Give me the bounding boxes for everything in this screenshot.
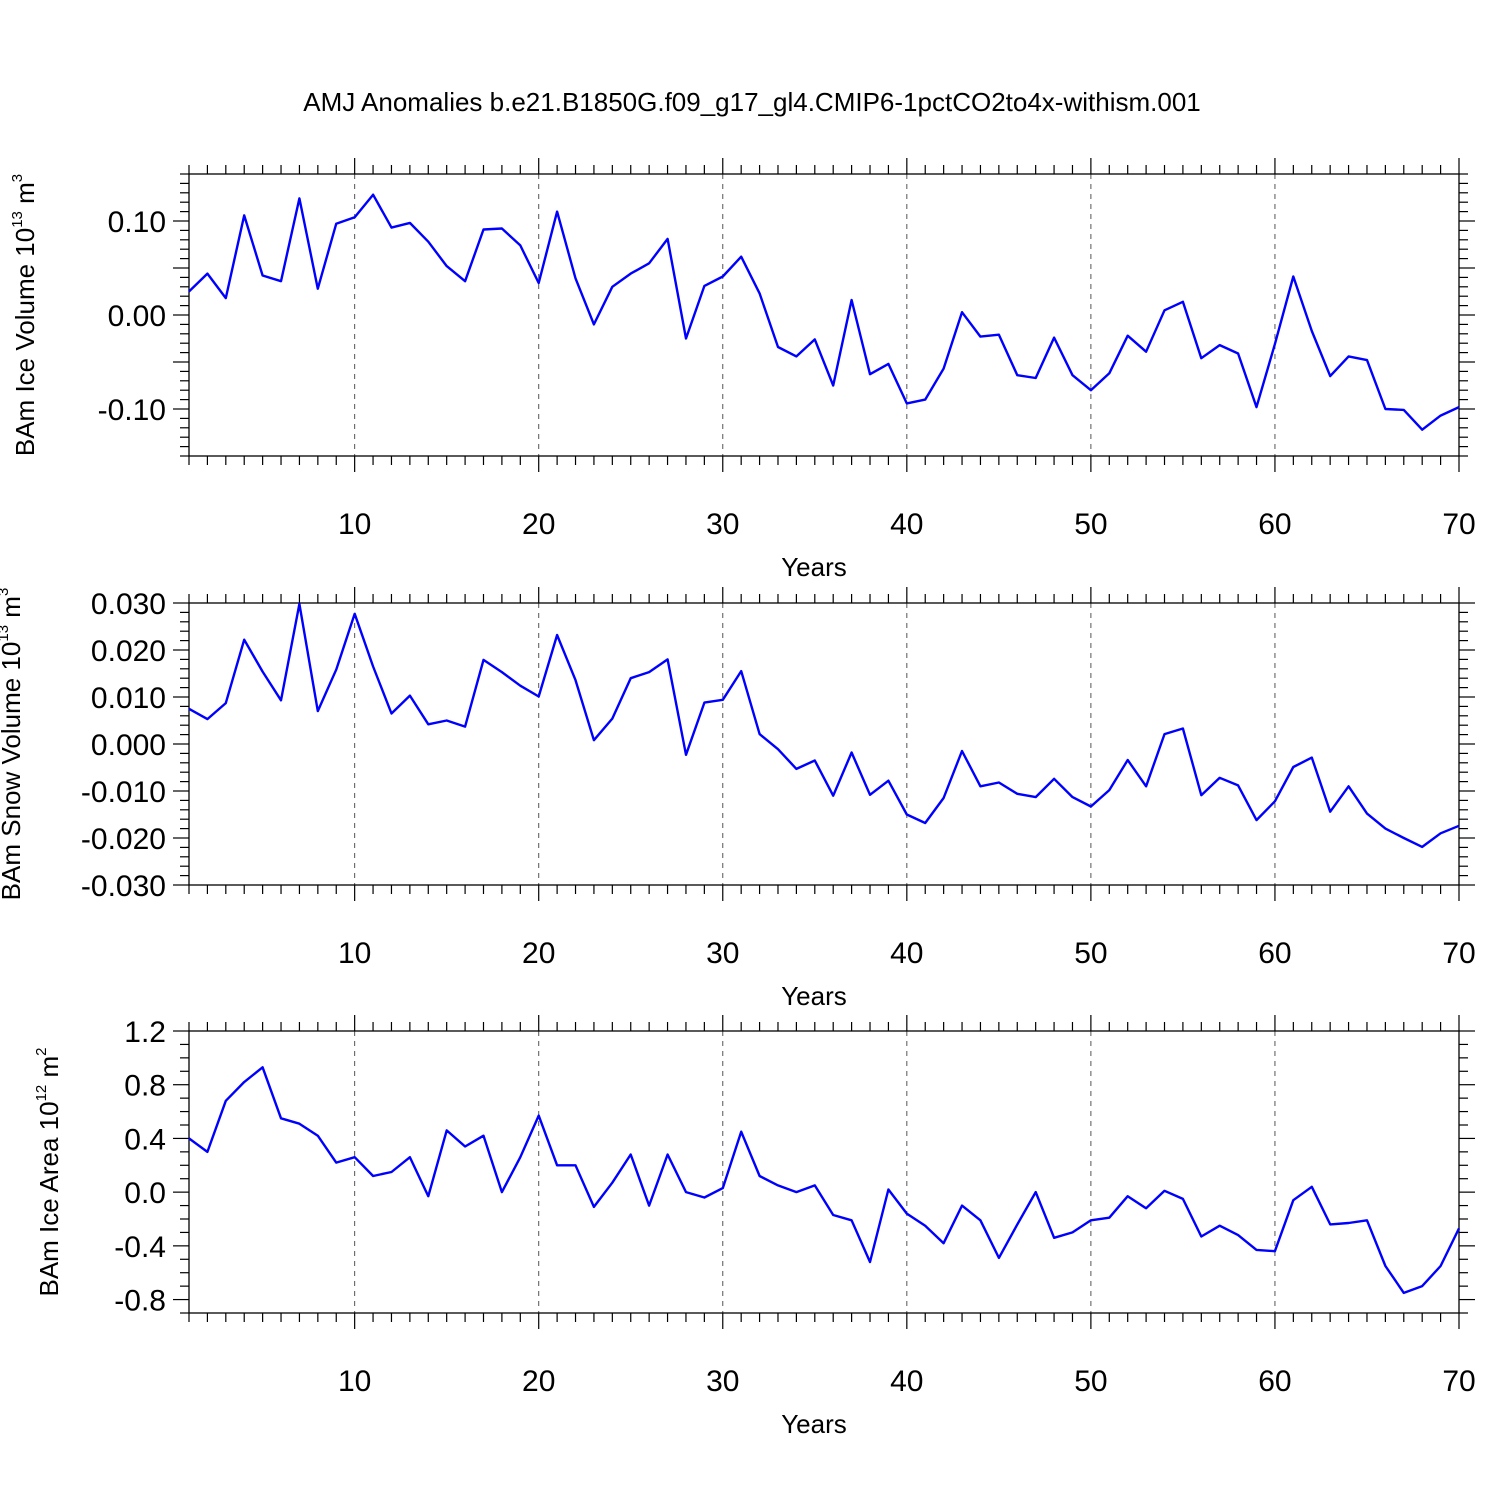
x-tick-label: 30 (706, 937, 739, 970)
x-tick-label: 20 (522, 508, 555, 541)
x-tick-label: 20 (522, 937, 555, 970)
x-tick-label: 50 (1074, 508, 1107, 541)
y-axis-label: BAm Ice Volume 1013 m3 (9, 174, 40, 456)
x-tick-label: 50 (1074, 937, 1107, 970)
y-axis-label-exponent: 13 (9, 211, 26, 228)
y-axis-label-exponent: 13 (0, 625, 12, 642)
y-axis-label-unit: m (34, 1056, 64, 1085)
plot-frame (188, 1030, 1460, 1314)
x-tick-label: 60 (1258, 1365, 1291, 1398)
y-tick-label: 0.8 (124, 1070, 166, 1103)
y-tick-label: -0.010 (81, 776, 166, 809)
x-tick-label: 40 (890, 508, 923, 541)
y-tick-label: -0.10 (98, 394, 166, 427)
x-tick-label: 60 (1258, 937, 1291, 970)
x-tick-label: 40 (890, 1365, 923, 1398)
y-axis-label-unit-exponent: 3 (9, 174, 26, 182)
y-axis-label-base: BAm Ice Area 10 (34, 1101, 64, 1296)
panel-1: 10 20 30 40 50 60 70 -0.10 0.00 0.10 Years BAm Ice … (9, 158, 1476, 582)
y-axis-label-base: BAm Snow Volume 10 (0, 642, 26, 901)
x-axis-label: Years (781, 981, 847, 1011)
y-axis-label: BAm Snow Volume 1013 m3 (0, 588, 26, 901)
y-axis-label-base: BAm Ice Volume 10 (10, 228, 40, 456)
x-tick-label: 40 (890, 937, 923, 970)
panel-3: 10 20 30 40 50 60 70 -0.8 -0.4 0.0 0.4 0.8 1.2 Years B… (33, 1015, 1476, 1439)
x-tick-label: 70 (1442, 937, 1475, 970)
y-axis-label-unit: m (0, 596, 26, 625)
y-tick-label: 0.010 (91, 682, 166, 715)
x-axis-label: Years (781, 1409, 847, 1439)
y-tick-label: -0.020 (81, 823, 166, 856)
y-tick-label: 0.030 (91, 588, 166, 621)
y-tick-label: -0.030 (81, 870, 166, 903)
panel-2: 10 20 30 40 50 60 70 -0.030 -0.020 -0.010 0.000 0.0… (0, 587, 1476, 1011)
x-tick-label: 10 (338, 1365, 371, 1398)
x-tick-label: 10 (338, 937, 371, 970)
plot-frame (188, 173, 1460, 457)
series-line (188, 602, 1460, 849)
series-line (188, 193, 1460, 431)
x-tick-label: 20 (522, 1365, 555, 1398)
x-tick-label: 70 (1442, 508, 1475, 541)
chart-title: AMJ Anomalies b.e21.B1850G.f09_g17_gl4.C… (303, 87, 1200, 117)
x-tick-label: 10 (338, 508, 371, 541)
y-tick-label: 0.020 (91, 635, 166, 668)
y-tick-label: 0.00 (108, 300, 166, 333)
y-axis-label: BAm Ice Area 1012 m2 (33, 1047, 64, 1296)
y-tick-label: 0.4 (124, 1123, 166, 1156)
x-axis-label: Years (781, 552, 847, 582)
x-tick-label: 50 (1074, 1365, 1107, 1398)
y-axis-label-unit-exponent: 2 (33, 1047, 50, 1055)
panels: 10 20 30 40 50 60 70 -0.10 0.00 0.10 Years BAm Ice … (0, 158, 1476, 1439)
y-tick-label: -0.4 (114, 1231, 166, 1264)
x-tick-label: 70 (1442, 1365, 1475, 1398)
y-axis-label-exponent: 12 (33, 1085, 50, 1102)
y-tick-label: 0.10 (108, 206, 166, 239)
plot-frame (188, 602, 1460, 886)
y-axis-label-unit-exponent: 3 (0, 588, 12, 596)
y-tick-label: 0.0 (124, 1177, 166, 1210)
series-line (188, 1066, 1461, 1295)
y-tick-label: -0.8 (114, 1285, 166, 1318)
x-tick-label: 30 (706, 1365, 739, 1398)
y-tick-label: 1.2 (124, 1016, 166, 1049)
x-tick-label: 30 (706, 508, 739, 541)
y-axis-label-unit: m (10, 182, 40, 211)
x-tick-label: 60 (1258, 508, 1291, 541)
y-tick-label: 0.000 (91, 729, 166, 762)
